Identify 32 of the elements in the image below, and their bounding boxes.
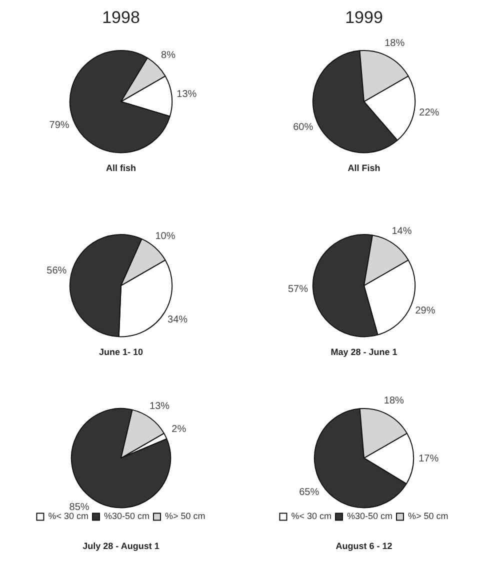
text: July 28 - August 1 bbox=[82, 541, 160, 552]
data-label: 8% bbox=[161, 50, 176, 62]
data-label: 13% bbox=[176, 88, 197, 100]
data-label: 60% bbox=[293, 122, 314, 133]
text: All Fish bbox=[348, 163, 380, 174]
data-label: 14% bbox=[392, 226, 412, 238]
data-label: 79% bbox=[49, 120, 70, 132]
chart-title: 1999 bbox=[344, 7, 384, 29]
data-label: 85% bbox=[69, 502, 90, 514]
chart-title: 1998 bbox=[101, 7, 141, 29]
legend-label: %> 50 cm bbox=[408, 511, 448, 522]
text: June 1- 10 bbox=[98, 347, 144, 358]
data-label: 57% bbox=[288, 284, 308, 295]
data-label: 56% bbox=[46, 265, 67, 276]
data-label: 18% bbox=[384, 396, 404, 407]
data-label: 13% bbox=[150, 400, 170, 412]
text: May 28 - June 1 bbox=[330, 347, 398, 358]
text: August 6 - 12 bbox=[336, 541, 392, 552]
legend-label: %< 30 cm bbox=[48, 511, 89, 522]
legend-label: %30-50 cm bbox=[346, 511, 393, 522]
data-label: 18% bbox=[384, 38, 405, 49]
legend-label: %30-50 cm bbox=[104, 511, 150, 522]
data-label: 17% bbox=[418, 454, 439, 465]
data-label: 34% bbox=[168, 314, 188, 326]
data-label: 22% bbox=[419, 107, 440, 118]
data-label: 10% bbox=[155, 231, 176, 242]
legend-label: %< 30 cm bbox=[291, 511, 332, 522]
data-label: 2% bbox=[172, 424, 186, 436]
data-label: 65% bbox=[299, 486, 320, 498]
legend-label: %> 50 cm bbox=[165, 511, 206, 522]
text: All fish bbox=[106, 163, 136, 174]
data-label: 29% bbox=[415, 305, 436, 316]
